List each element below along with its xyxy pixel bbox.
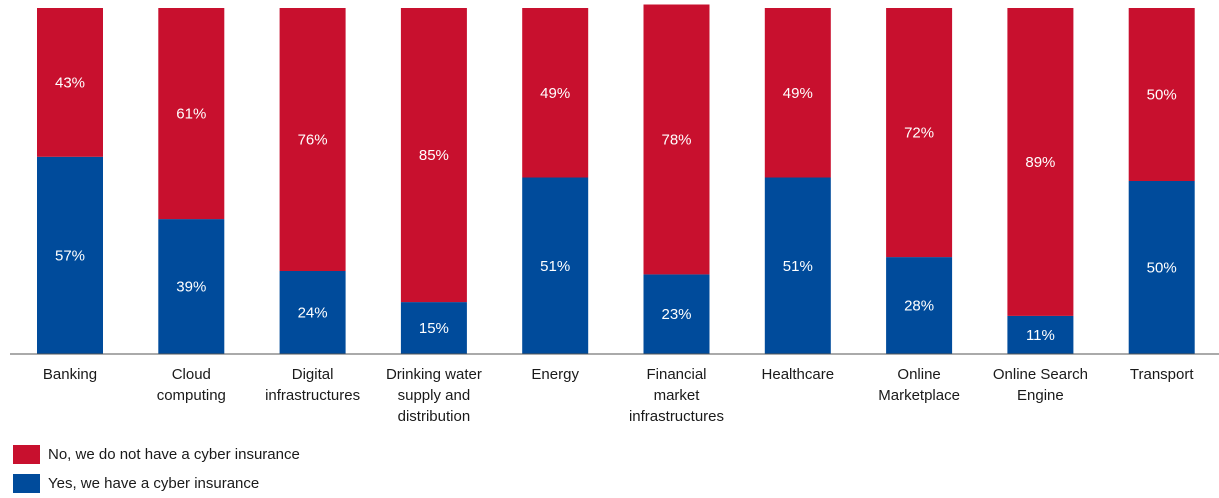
bar-no-8 (1007, 8, 1074, 316)
bar-yes-6 (764, 177, 831, 354)
category-label-7: Online Marketplace (878, 366, 960, 404)
legend-item-no: No, we do not have a cyber insurance (13, 440, 300, 469)
data-label-no-6: 49% (783, 85, 813, 102)
bar-no-2 (279, 8, 346, 271)
bars-group: 57% 43% 39% 61% 24% 76% 15% 85% 51% 49% 23% 78% 51% 4… (37, 4, 1195, 354)
data-label-no-2: 76% (298, 132, 328, 149)
category-labels-group: Banking Cloud computing Digital infrastructu… (43, 366, 1194, 425)
data-label-yes-9: 50% (1147, 260, 1177, 277)
data-label-yes-0: 57% (55, 247, 85, 264)
legend-item-yes: Yes, we have a cyber insurance (13, 469, 300, 498)
bar-no-7 (886, 8, 953, 258)
bar-yes-3 (400, 302, 467, 354)
bar-no-6 (764, 8, 831, 178)
bar-no-0 (37, 8, 103, 157)
data-label-no-7: 72% (904, 125, 934, 142)
bar-yes-5 (643, 274, 710, 354)
data-label-no-3: 85% (419, 147, 449, 164)
data-label-no-8: 89% (1025, 154, 1055, 171)
bar-no-4 (522, 8, 589, 178)
category-label-1: Cloud computing (157, 366, 226, 404)
data-label-no-9: 50% (1147, 87, 1177, 104)
data-label-yes-2: 24% (298, 305, 328, 322)
data-label-no-5: 78% (661, 132, 691, 149)
bar-no-9 (1128, 8, 1195, 181)
category-label-3: Drinking water supply and distribution (386, 366, 482, 425)
stacked-bar-chart: 57% 43% 39% 61% 24% 76% 15% 85% 51% 49% 23% 78% 51% 4… (10, 4, 1219, 425)
data-label-yes-3: 15% (419, 320, 449, 337)
bar-no-1 (158, 8, 225, 220)
legend-label-no: No, we do not have a cyber insurance (48, 446, 300, 463)
category-label-0: Banking (43, 366, 97, 383)
category-label-6: Healthcare (762, 366, 835, 383)
category-label-2: Digital infrastructures (265, 366, 360, 404)
bar-no-5 (643, 4, 710, 275)
legend: No, we do not have a cyber insurance Yes… (13, 440, 300, 498)
bar-yes-8 (1007, 315, 1074, 354)
category-label-5: Financial market infrastructures (629, 366, 724, 425)
data-label-yes-4: 51% (540, 258, 570, 275)
bar-no-3 (400, 8, 467, 303)
bar-yes-1 (158, 219, 225, 354)
bar-yes-7 (886, 257, 953, 354)
data-label-yes-5: 23% (661, 306, 691, 323)
legend-label-yes: Yes, we have a cyber insurance (48, 475, 260, 492)
data-label-no-0: 43% (55, 74, 85, 91)
data-label-no-4: 49% (540, 85, 570, 102)
data-label-yes-1: 39% (176, 279, 206, 296)
bar-yes-0 (37, 156, 103, 354)
data-label-yes-8: 11% (1026, 327, 1055, 344)
data-label-yes-7: 28% (904, 298, 934, 315)
legend-swatch-yes (13, 474, 40, 493)
bar-yes-2 (279, 271, 346, 354)
category-label-9: Transport (1130, 366, 1194, 383)
category-label-8: Online Search Engine (993, 366, 1088, 404)
bar-yes-9 (1128, 181, 1195, 354)
legend-swatch-no (13, 445, 40, 464)
data-label-no-1: 61% (176, 106, 206, 123)
bar-yes-4 (522, 177, 589, 354)
category-label-4: Energy (531, 366, 579, 383)
data-label-yes-6: 51% (783, 258, 813, 275)
